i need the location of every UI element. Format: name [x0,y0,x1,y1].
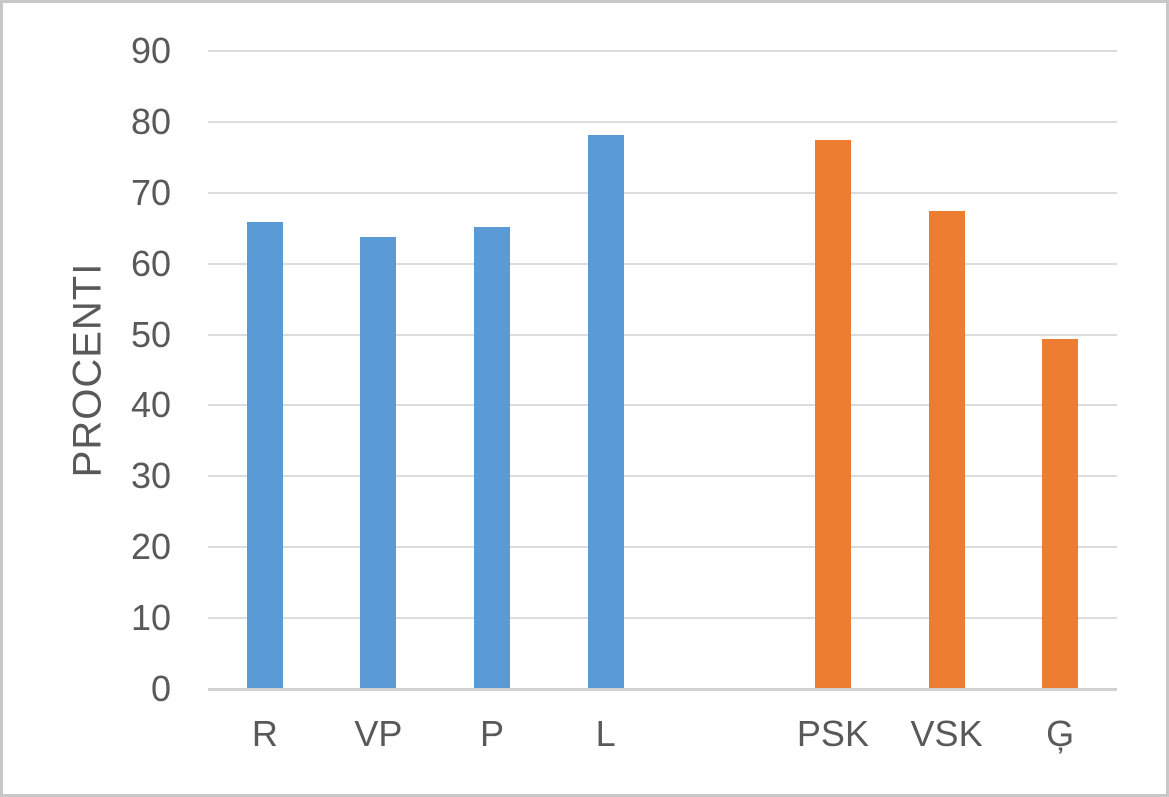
x-tick-label-R: R [251,713,278,754]
bar-L [587,134,624,689]
y-tick-label-40: 40 [130,384,171,426]
gridline-20 [208,546,1117,549]
y-tick-label-30: 30 [130,455,171,497]
y-tick-label-80: 80 [130,100,171,142]
bar-VP [360,236,397,689]
gridline-50 [208,333,1117,336]
x-tick-label-VP: VP [354,713,403,754]
bar-Ģ [1042,338,1079,689]
gridline-30 [208,475,1117,478]
x-tick-label-P: P [480,713,505,754]
bar-R [246,221,283,689]
y-tick-label-20: 20 [130,526,171,568]
gridline-70 [208,191,1117,194]
bar-P [474,226,511,689]
x-tick-label-L: L [595,713,616,754]
bar-PSK [814,140,851,689]
y-tick-label-0: 0 [150,668,171,709]
x-tick-label-VSK: VSK [910,713,983,754]
gridline-80 [208,120,1117,123]
y-tick-label-10: 10 [130,597,171,639]
x-tick-label-Ģ: Ģ [1046,713,1075,754]
gridline-10 [208,617,1117,620]
y-tick-label-70: 70 [130,171,171,213]
y-tick-label-90: 90 [130,30,171,71]
x-tick-label-PSK: PSK [796,713,869,754]
y-tick-label-60: 60 [130,242,171,284]
gridline-90 [208,50,1117,52]
x-axis-line [208,687,1117,691]
y-axis-title: PROCENTI [65,262,110,478]
y-tick-label-50: 50 [130,313,171,355]
bar-VSK [928,211,965,689]
gridline-40 [208,404,1117,407]
gridline-60 [208,262,1117,265]
